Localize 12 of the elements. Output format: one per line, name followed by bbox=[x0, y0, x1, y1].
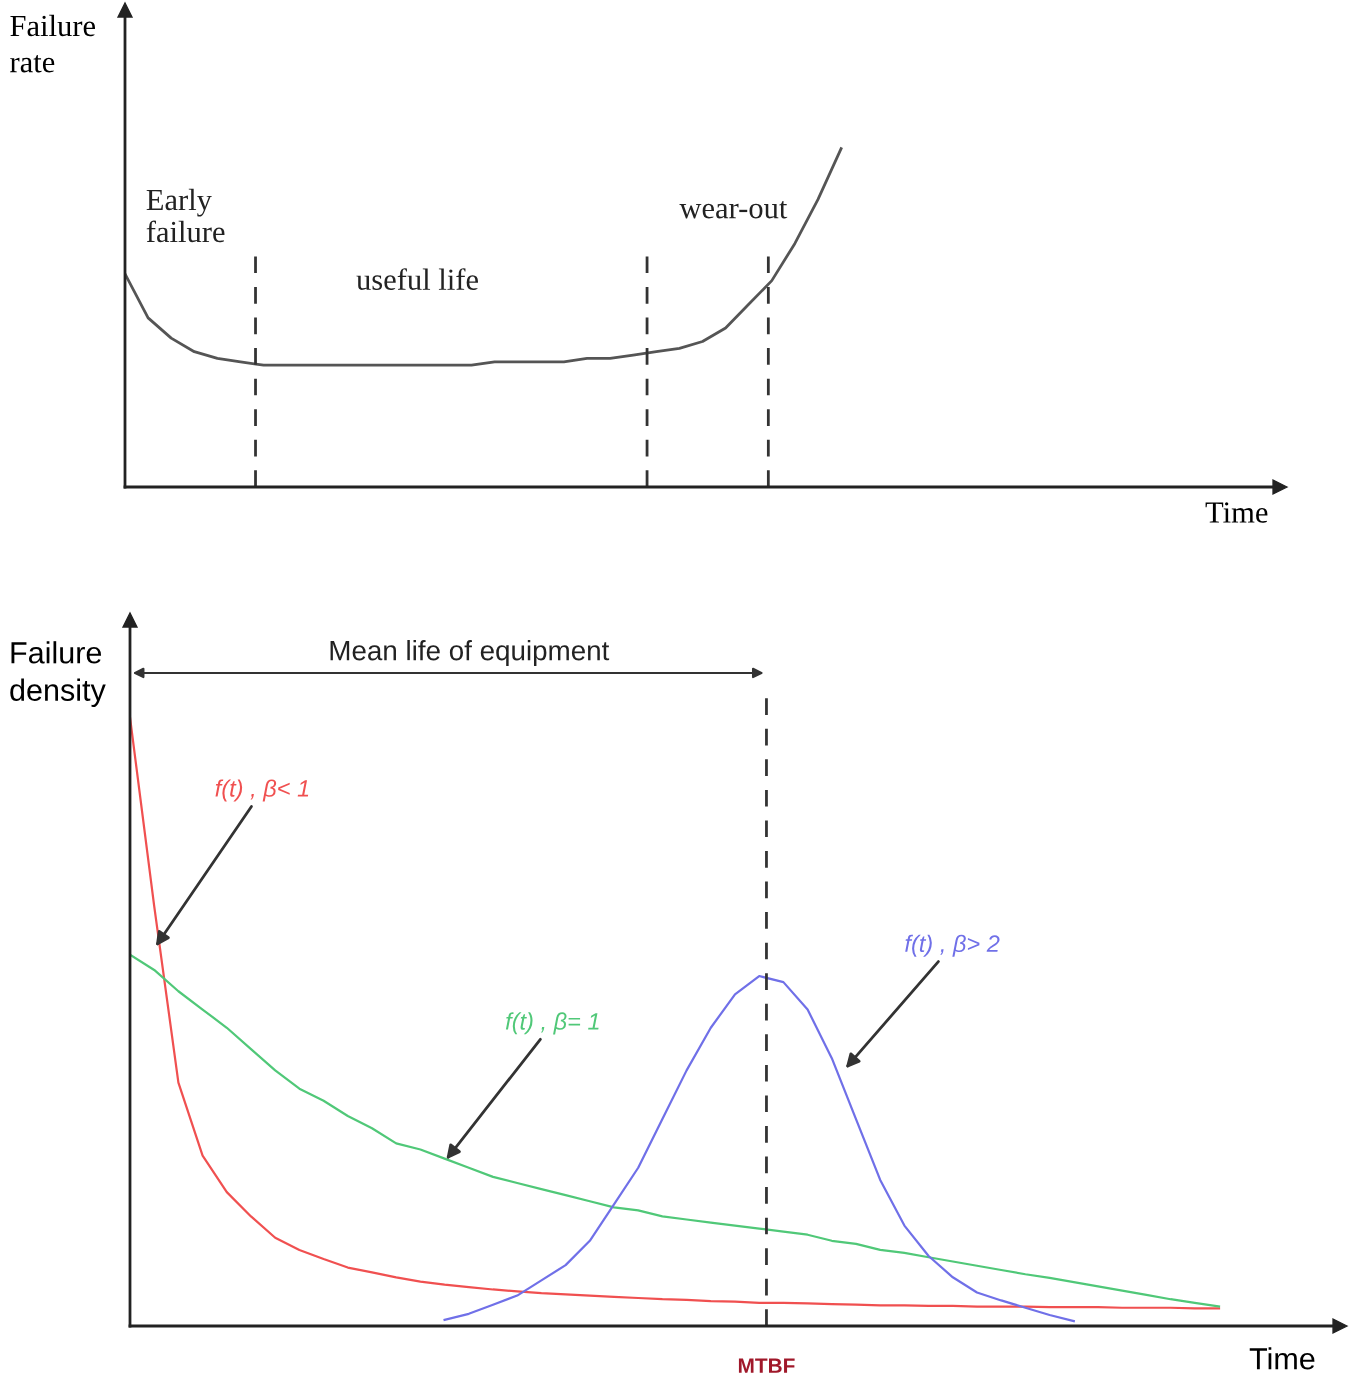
annotation: wear-out bbox=[679, 200, 788, 219]
x-axis-title: Time bbox=[1249, 1347, 1315, 1370]
text: f(t) , β> 2 bbox=[905, 934, 1000, 957]
annotation: useful life bbox=[356, 268, 478, 290]
y-axis-title: Failure density bbox=[10, 641, 106, 707]
annotation: Early failure bbox=[146, 188, 225, 243]
y-axis-title: Failure rate bbox=[10, 14, 95, 73]
text: f(t) , β< 1 bbox=[215, 779, 309, 802]
text: f(t) , β= 1 bbox=[505, 1012, 599, 1035]
text: Mean life of equipment bbox=[330, 640, 610, 666]
x-axis-title: Time bbox=[1205, 502, 1268, 523]
text: MTBF bbox=[738, 1358, 795, 1373]
